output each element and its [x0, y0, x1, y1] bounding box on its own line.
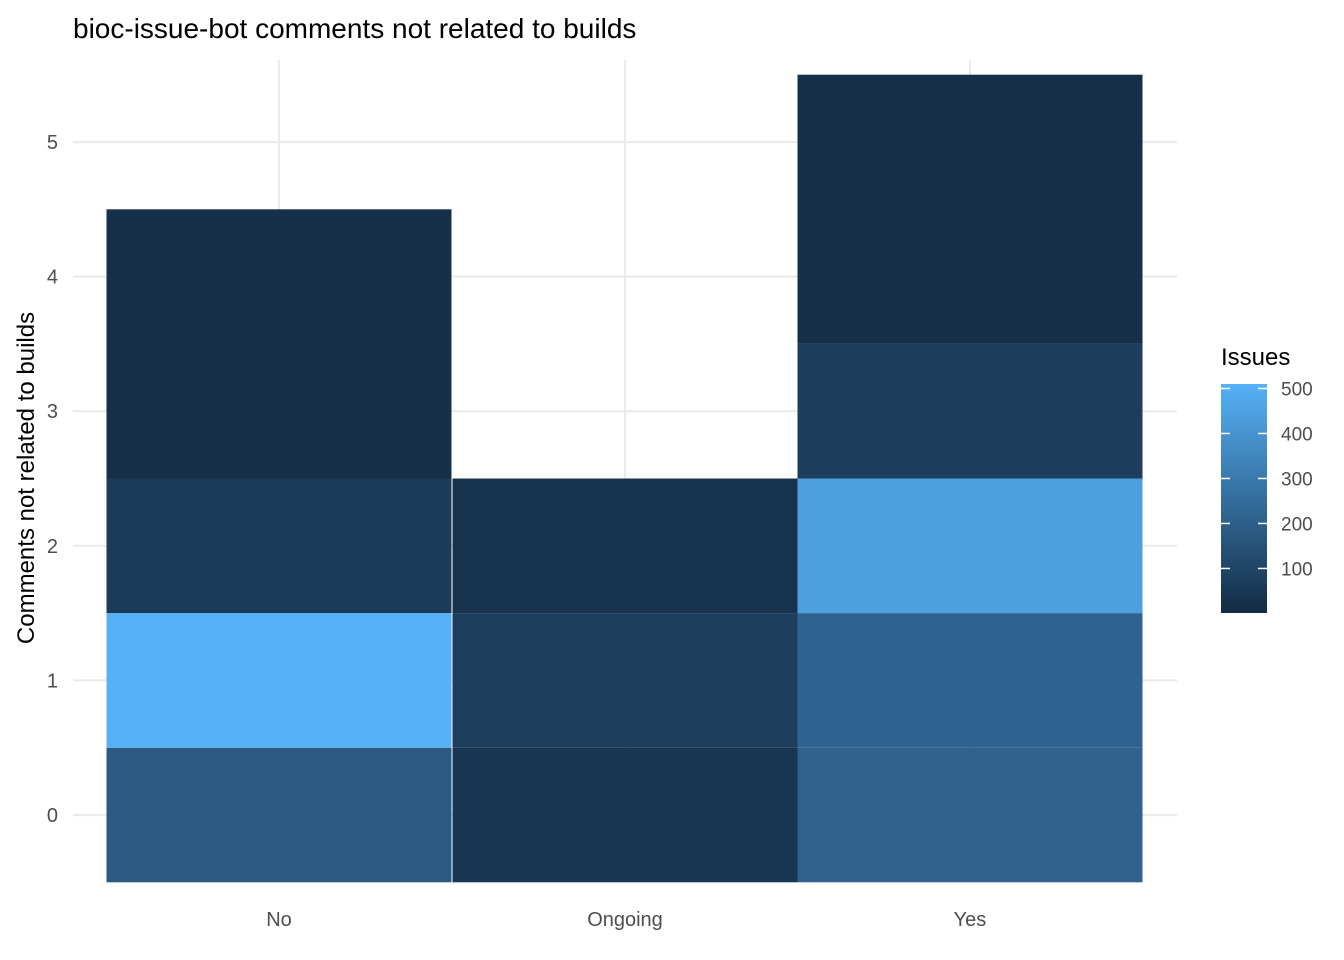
- x-tick-label: Ongoing: [587, 909, 663, 931]
- chart-title: bioc-issue-bot comments not related to b…: [73, 13, 636, 44]
- heatmap-tile: [797, 478, 1143, 614]
- legend-ticks: 100 200 300 400 500: [1221, 379, 1313, 580]
- heatmap-tile: [452, 613, 798, 748]
- heatmap-tile: [106, 478, 452, 614]
- legend-colorbar: [1221, 384, 1267, 613]
- heatmap-tile: [797, 74, 1143, 344]
- legend-tick-label: 200: [1281, 514, 1313, 535]
- x-tick-label: No: [266, 909, 292, 931]
- y-tick-label: 3: [47, 401, 58, 423]
- heatmap-tile: [452, 747, 798, 883]
- heatmap-tile: [797, 613, 1143, 748]
- heatmap-tile: [797, 343, 1143, 479]
- y-tick-label: 1: [47, 670, 58, 692]
- x-axis-ticks: No Ongoing Yes: [266, 909, 986, 931]
- legend: Issues 100 200 300 400 500: [1221, 344, 1313, 613]
- heatmap-tile: [106, 613, 452, 748]
- y-axis-title: Comments not related to builds: [13, 312, 40, 644]
- legend-title: Issues: [1221, 344, 1290, 371]
- y-tick-label: 2: [47, 536, 58, 558]
- y-tick-label: 5: [47, 132, 58, 154]
- heatmap-tiles: [106, 74, 1143, 883]
- heatmap-tile: [452, 478, 798, 614]
- heatmap-tile: [797, 747, 1143, 883]
- y-tick-label: 0: [47, 805, 58, 827]
- legend-tick-label: 500: [1281, 379, 1313, 400]
- heatmap-tile: [106, 209, 452, 479]
- legend-tick-label: 300: [1281, 469, 1313, 490]
- legend-tick-label: 100: [1281, 559, 1313, 580]
- y-axis-ticks: 0 1 2 3 4 5: [47, 132, 58, 827]
- x-tick-label: Yes: [954, 909, 987, 931]
- legend-tick-label: 400: [1281, 424, 1313, 445]
- y-tick-label: 4: [47, 267, 58, 289]
- heatmap-tile: [106, 747, 452, 883]
